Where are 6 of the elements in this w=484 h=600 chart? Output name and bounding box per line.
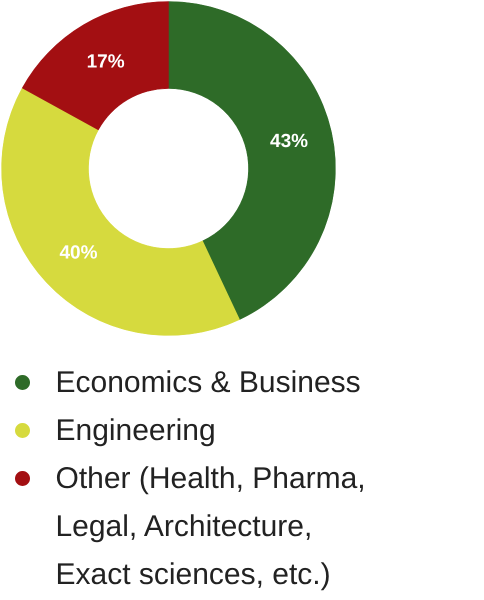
legend-label: Economics & Business	[56, 366, 361, 399]
data-label: 40%	[59, 242, 98, 264]
legend-label: Engineering	[56, 414, 216, 447]
legend-label: Other (Health, Pharma, Legal, Architecture, Exact sciences, etc.)	[56, 462, 366, 591]
data-label: 43%	[270, 131, 308, 152]
data-label: 17%	[86, 52, 125, 73]
